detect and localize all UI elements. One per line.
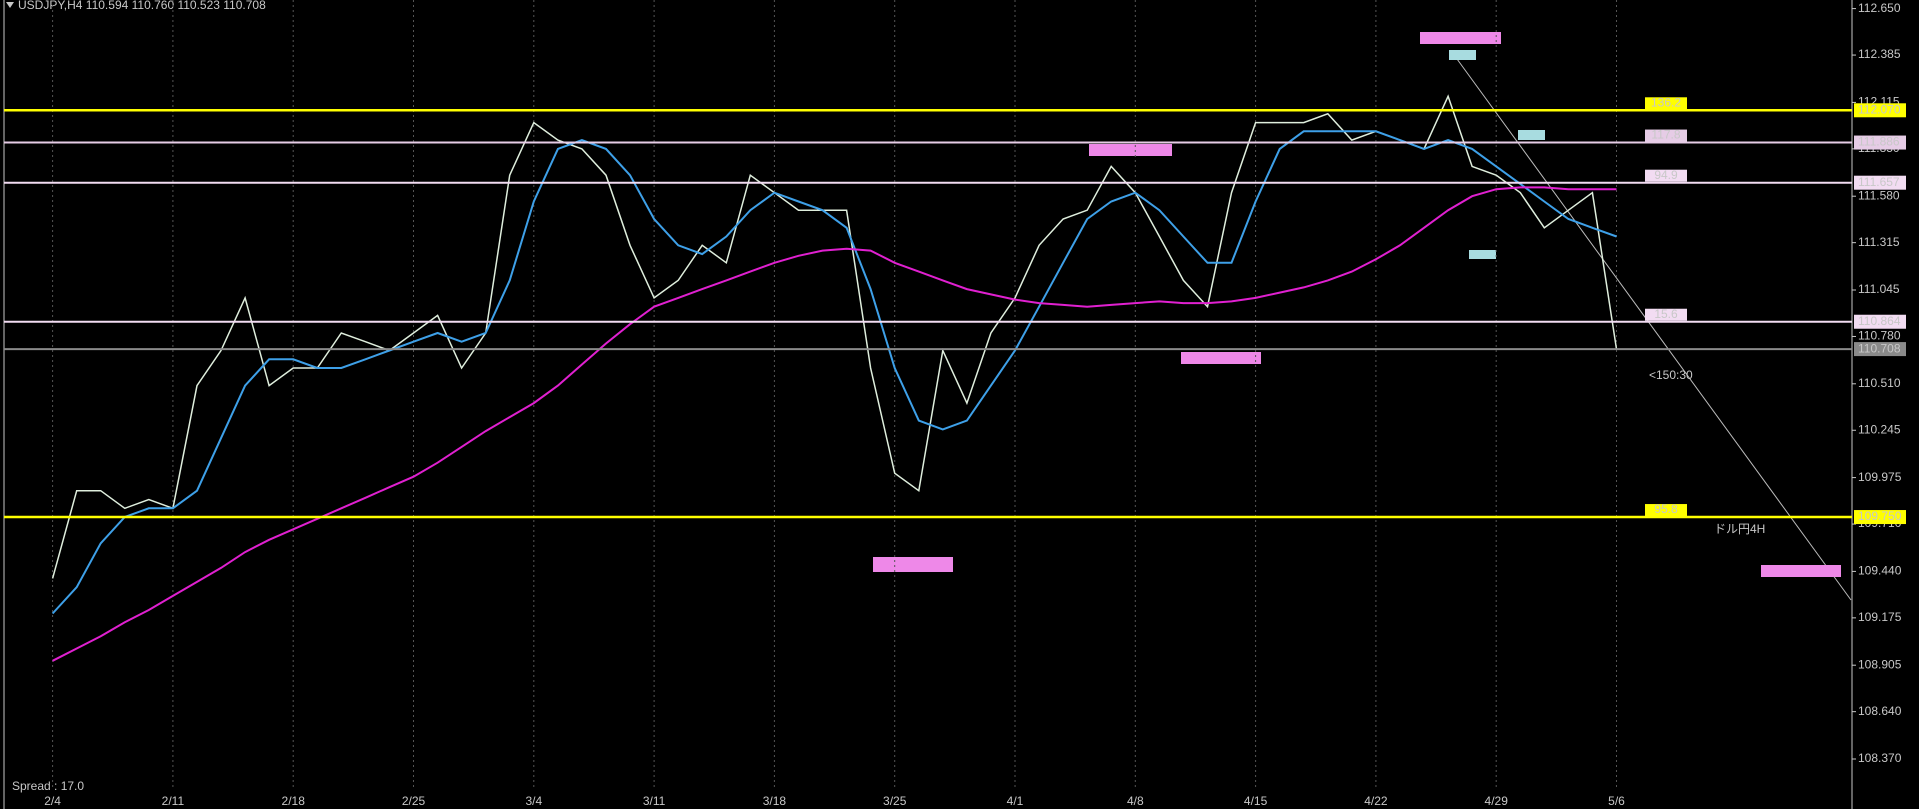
marker bbox=[1469, 250, 1496, 259]
marker bbox=[1181, 352, 1261, 364]
level-tag: 95.8 bbox=[1654, 502, 1678, 516]
level-label-bg bbox=[1854, 342, 1906, 357]
marker bbox=[1761, 565, 1841, 577]
level-label-bg bbox=[1854, 103, 1906, 118]
level-label: 112.070 bbox=[1858, 102, 1901, 116]
x-tick-label: 2/11 bbox=[162, 794, 185, 808]
price-line bbox=[52, 186, 1617, 662]
level-tag-bg bbox=[1645, 97, 1687, 110]
marker bbox=[1518, 130, 1545, 140]
x-tick-label: 3/18 bbox=[763, 794, 787, 808]
y-tick-label: 110.245 bbox=[1858, 422, 1901, 436]
x-tick-label: 3/11 bbox=[643, 794, 666, 808]
level-tag-bg bbox=[1645, 129, 1687, 142]
y-tick-label: 110.510 bbox=[1858, 376, 1901, 390]
level-tag-bg bbox=[1645, 308, 1687, 321]
y-tick-label: 112.650 bbox=[1858, 1, 1901, 15]
annotation: ドル円4H bbox=[1714, 522, 1765, 536]
level-tag: 15.6 bbox=[1654, 307, 1678, 321]
level-label: 111.886 bbox=[1858, 135, 1900, 149]
level-label-bg bbox=[1854, 510, 1906, 525]
y-tick-label: 109.440 bbox=[1858, 564, 1902, 578]
y-tick-label: 108.905 bbox=[1858, 657, 1902, 671]
x-tick-label: 4/22 bbox=[1364, 794, 1388, 808]
y-tick-label: 108.370 bbox=[1858, 751, 1902, 765]
marker bbox=[873, 557, 953, 572]
price-line bbox=[51, 94, 1618, 579]
level-label: 110.708 bbox=[1858, 341, 1901, 355]
marker bbox=[1089, 144, 1172, 156]
y-tick-label: 108.640 bbox=[1858, 704, 1902, 718]
level-label-bg bbox=[1854, 135, 1906, 150]
x-tick-label: 4/8 bbox=[1127, 794, 1144, 808]
x-tick-label: 4/15 bbox=[1244, 794, 1268, 808]
marker bbox=[1449, 50, 1476, 60]
y-tick-label: 110.780 bbox=[1858, 329, 1901, 343]
y-tick-label: 111.045 bbox=[1858, 282, 1900, 296]
x-tick-label: 3/25 bbox=[883, 794, 907, 808]
chart-title: USDJPY,H4 110.594 110.760 110.523 110.70… bbox=[18, 0, 266, 12]
x-tick-label: 2/18 bbox=[282, 794, 306, 808]
level-tag: 117.8 bbox=[1651, 128, 1680, 142]
annotation: Spread : 17.0 bbox=[12, 779, 84, 793]
level-tag: 94.9 bbox=[1654, 168, 1678, 182]
marker bbox=[1420, 32, 1501, 44]
level-tag-bg bbox=[1645, 504, 1687, 517]
price-line bbox=[51, 130, 1617, 615]
x-tick-label: 2/25 bbox=[402, 794, 426, 808]
y-tick-label: 111.580 bbox=[1858, 188, 1900, 202]
level-label-bg bbox=[1854, 175, 1906, 190]
level-tag: 136.2 bbox=[1651, 95, 1681, 109]
x-tick-label: 4/1 bbox=[1007, 794, 1024, 808]
y-tick-label: 109.175 bbox=[1858, 610, 1902, 624]
level-label: 109.750 bbox=[1858, 509, 1902, 523]
x-tick-label: 5/6 bbox=[1608, 794, 1625, 808]
collapse-arrow bbox=[6, 2, 14, 8]
x-tick-label: 2/4 bbox=[44, 794, 61, 808]
x-tick-label: 4/29 bbox=[1485, 794, 1509, 808]
annotation: <150:30 bbox=[1649, 368, 1693, 382]
x-tick-label: 3/4 bbox=[525, 794, 542, 808]
y-tick-label: 111.315 bbox=[1858, 235, 1900, 249]
level-label: 111.657 bbox=[1858, 175, 1900, 189]
y-tick-label: 112.385 bbox=[1858, 47, 1901, 61]
y-tick-label: 109.975 bbox=[1858, 470, 1902, 484]
level-tag-bg bbox=[1645, 169, 1687, 182]
trend-line bbox=[1456, 58, 1852, 601]
level-label-bg bbox=[1854, 314, 1906, 329]
level-label: 110.864 bbox=[1858, 314, 1901, 328]
